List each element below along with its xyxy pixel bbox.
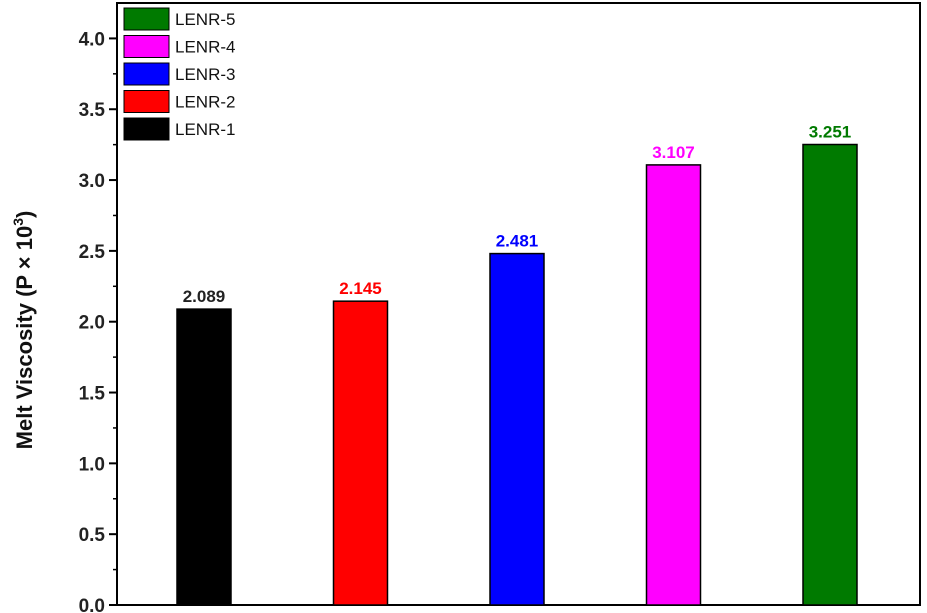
- y-tick-label: 3.0: [79, 171, 105, 192]
- legend-swatch-lenr-1: [123, 117, 170, 141]
- bar-lenr-1: [176, 308, 232, 606]
- y-tick-label: 1.5: [79, 384, 106, 405]
- y-axis-title-exponent: 3: [10, 218, 26, 226]
- legend-swatch-lenr-2: [123, 90, 170, 113]
- bar-lenr-5: [802, 143, 858, 606]
- data-label-lenr-2: 2.145: [339, 279, 382, 298]
- legend-label-lenr-4: LENR-4: [175, 38, 235, 57]
- y-axis-title-main: Melt Viscosity (P × 10: [12, 226, 37, 450]
- data-label-lenr-3: 2.481: [496, 232, 539, 251]
- data-labels: 2.089 2.145 2.481 3.107 3.251: [183, 123, 852, 307]
- y-tick-label: 2.5: [79, 242, 106, 263]
- legend-label-lenr-2: LENR-2: [175, 93, 235, 112]
- bar-lenr-4: [645, 164, 702, 606]
- data-label-lenr-1: 2.089: [183, 287, 226, 306]
- y-tick-label: 3.5: [79, 100, 106, 121]
- bar-lenr-3: [489, 252, 545, 606]
- data-label-lenr-4: 3.107: [652, 143, 695, 162]
- y-axis-title: Melt Viscosity (P × 103): [10, 211, 37, 450]
- y-tick-label: 2.0: [79, 313, 105, 334]
- y-tick-label: 0.5: [79, 525, 106, 546]
- y-axis-title-close: ): [12, 211, 37, 218]
- y-tick-label: 4.0: [79, 29, 105, 50]
- y-tick-label: 1.0: [79, 454, 105, 475]
- bar-lenr-2: [332, 300, 389, 606]
- legend-swatch-lenr-5: [123, 7, 170, 31]
- legend-swatch-lenr-3: [123, 62, 170, 86]
- bars: [176, 143, 858, 606]
- legend-label-lenr-1: LENR-1: [175, 120, 235, 139]
- legend: LENR-5 LENR-4 LENR-3 LENR-2 LENR-1: [123, 7, 235, 141]
- legend-label-lenr-3: LENR-3: [175, 65, 235, 84]
- y-tick-label: 0.0: [79, 596, 105, 613]
- legend-swatch-lenr-4: [123, 35, 170, 58]
- legend-label-lenr-5: LENR-5: [175, 10, 235, 29]
- data-label-lenr-5: 3.251: [809, 123, 852, 142]
- y-axis-ticks: 0.0 0.5 1.0 1.5 2.0 2.5 3.0 3.5 4.0: [79, 29, 117, 613]
